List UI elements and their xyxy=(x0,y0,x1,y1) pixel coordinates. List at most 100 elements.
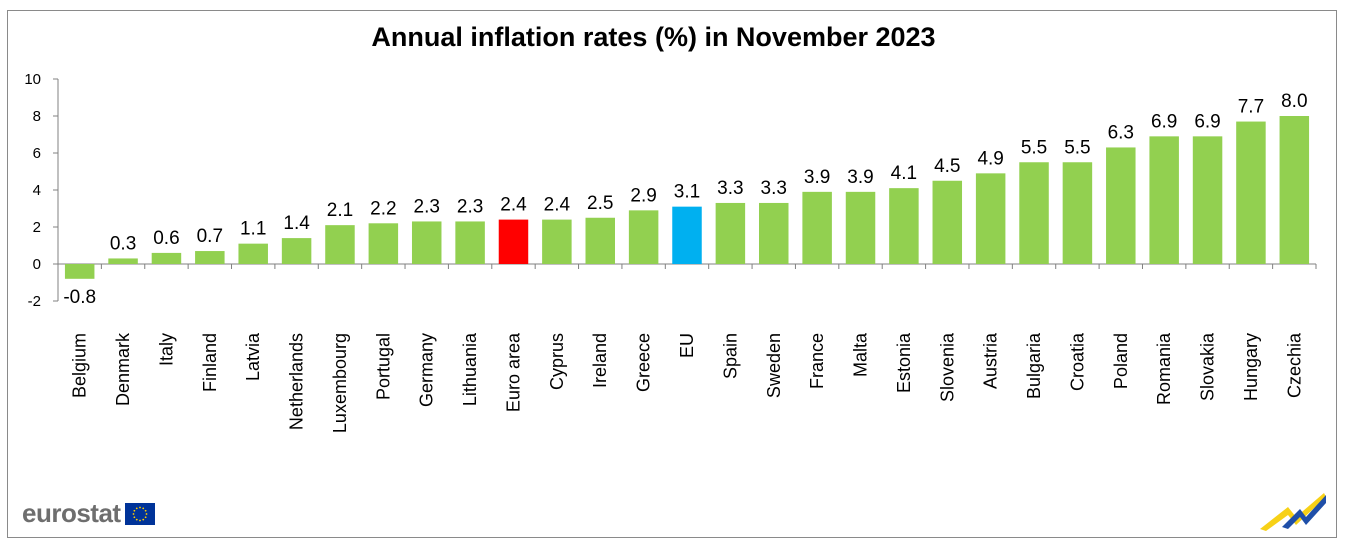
category-label: Italy xyxy=(156,333,176,366)
data-label: 2.3 xyxy=(457,196,483,217)
data-label: 5.5 xyxy=(1021,137,1047,158)
bar xyxy=(715,202,746,264)
data-label: 2.4 xyxy=(500,195,527,216)
category-label: Finland xyxy=(200,333,220,392)
bar xyxy=(1192,136,1223,264)
y-tick-label: 2 xyxy=(33,219,41,236)
data-label: 2.5 xyxy=(587,193,613,214)
bar xyxy=(498,219,529,264)
data-label: 2.9 xyxy=(630,185,656,206)
category-label: Romania xyxy=(1154,332,1174,405)
bar xyxy=(802,191,832,264)
eu-flag-icon xyxy=(124,502,155,525)
bar xyxy=(542,219,572,264)
data-label: 3.3 xyxy=(717,178,743,199)
y-tick-label: 4 xyxy=(33,182,41,199)
data-label: 6.3 xyxy=(1108,122,1134,143)
data-label: 0.7 xyxy=(197,226,223,247)
flag-star xyxy=(135,518,138,521)
flag-star xyxy=(133,509,135,512)
category-label: Belgium xyxy=(70,333,90,398)
data-label: -0.8 xyxy=(63,287,96,308)
category-label: Euro area xyxy=(503,332,523,412)
category-label: EU xyxy=(677,333,697,358)
bar xyxy=(932,180,963,264)
y-tick-label: 0 xyxy=(33,256,41,273)
data-label: 8.0 xyxy=(1281,91,1307,112)
flag-star xyxy=(138,519,141,521)
category-label: Denmark xyxy=(113,332,133,406)
bar xyxy=(1279,116,1310,264)
eurostat-logo: eurostat xyxy=(22,498,155,529)
bar xyxy=(889,188,919,264)
bar xyxy=(1149,136,1179,264)
data-label: 6.9 xyxy=(1151,111,1177,132)
category-label: Slovakia xyxy=(1198,332,1218,401)
flag-star xyxy=(138,506,141,508)
bar xyxy=(281,238,312,264)
chart-title: Annual inflation rates (%) in November 2… xyxy=(371,22,936,52)
category-label: Luxembourg xyxy=(330,333,350,433)
bar xyxy=(151,252,182,264)
bar xyxy=(325,225,355,264)
data-label: 4.5 xyxy=(934,156,960,177)
category-label: Estonia xyxy=(894,332,914,393)
category-label: Portugal xyxy=(373,333,393,400)
data-label: 0.6 xyxy=(153,228,179,249)
category-label: Austria xyxy=(981,332,1001,389)
category-label: Cyprus xyxy=(547,333,567,390)
category-label: Latvia xyxy=(243,332,263,381)
data-label: 1.4 xyxy=(283,213,310,234)
bar xyxy=(108,258,138,264)
bar xyxy=(845,191,876,264)
category-label: Poland xyxy=(1111,333,1131,389)
eurostat-logo-text: eurostat xyxy=(22,498,121,528)
eurostat-corner-mark-icon xyxy=(1260,493,1326,531)
bar xyxy=(238,243,268,264)
bar xyxy=(195,251,225,264)
category-label: Slovenia xyxy=(937,332,957,402)
category-label: Sweden xyxy=(764,333,784,398)
bar xyxy=(455,221,485,264)
y-tick-label: 10 xyxy=(24,71,41,88)
category-label: Croatia xyxy=(1067,332,1087,391)
data-label: 2.1 xyxy=(327,200,353,221)
bar xyxy=(628,210,659,264)
bar xyxy=(1106,147,1136,264)
category-label: Ireland xyxy=(590,333,610,388)
bar xyxy=(411,221,442,264)
flag-star xyxy=(144,509,147,512)
data-label: 3.9 xyxy=(847,167,873,188)
chart-bars xyxy=(64,116,1310,279)
bar xyxy=(585,217,615,264)
data-label: 2.4 xyxy=(544,195,571,216)
data-label: 4.1 xyxy=(891,163,917,184)
data-label: 1.1 xyxy=(240,219,266,240)
category-label: Czechia xyxy=(1284,332,1304,398)
chart-frame xyxy=(7,10,1337,538)
data-label: 0.3 xyxy=(110,233,136,254)
flag-star xyxy=(135,506,138,509)
flag-star xyxy=(141,518,144,521)
category-label: Hungary xyxy=(1241,333,1261,401)
category-label: Netherlands xyxy=(287,333,307,430)
bar xyxy=(672,206,702,264)
data-label: 6.9 xyxy=(1194,111,1220,132)
y-tick-label: 8 xyxy=(33,108,41,125)
category-label: Bulgaria xyxy=(1024,332,1044,399)
bar xyxy=(759,202,789,264)
category-label: Germany xyxy=(417,333,437,407)
flag-star xyxy=(133,515,135,518)
bar xyxy=(368,223,399,264)
chart-category-labels: Belgium Denmark Italy Finland Latvia Netherla… xyxy=(70,332,1305,433)
data-label: 4.9 xyxy=(977,148,1003,169)
category-label: Malta xyxy=(851,332,871,377)
data-label: 5.5 xyxy=(1064,137,1090,158)
data-label: 2.3 xyxy=(414,196,440,217)
bar xyxy=(64,264,95,279)
bar xyxy=(1062,162,1093,264)
category-label: Greece xyxy=(634,333,654,392)
bar xyxy=(975,173,1006,264)
flag-star xyxy=(141,506,144,509)
